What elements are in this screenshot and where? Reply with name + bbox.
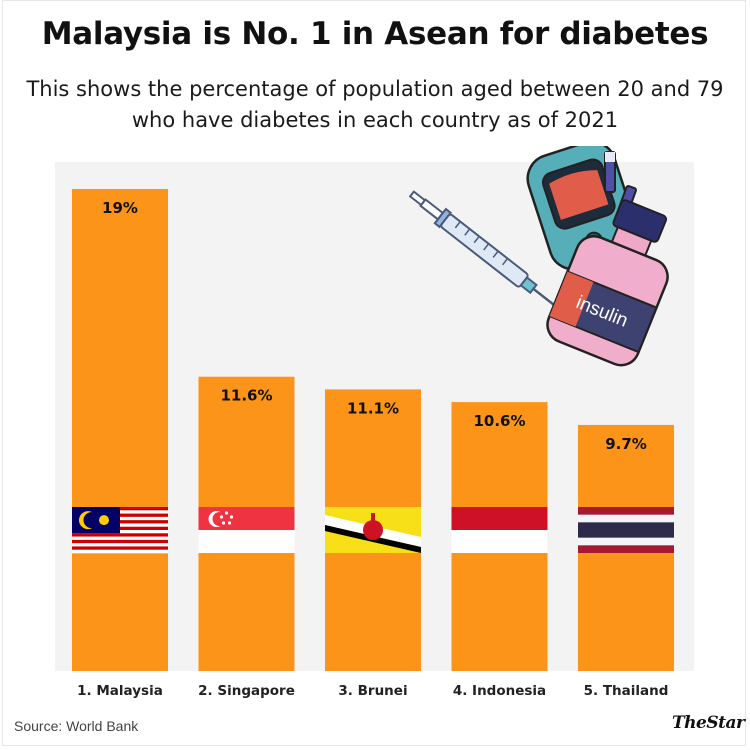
category-label: 4. Indonesia	[453, 683, 546, 699]
data-label: 9.7%	[605, 435, 647, 453]
bar	[72, 189, 168, 671]
thailand-flag	[578, 507, 674, 553]
chart-subtitle: This shows the percentage of population …	[26, 77, 724, 132]
category-label: 2. Singapore	[198, 683, 295, 699]
data-label: 19%	[102, 199, 138, 217]
indonesia-flag	[451, 507, 548, 553]
category-label: 5. Thailand	[584, 683, 669, 699]
syringe-icon	[408, 190, 560, 310]
data-label: 11.1%	[347, 399, 399, 417]
category-label: 1. Malaysia	[77, 683, 163, 699]
chart-title: Malaysia is No. 1 in Asean for diabetes	[41, 16, 709, 52]
category-label: 3. Brunei	[338, 683, 407, 699]
malaysia-flag	[72, 507, 168, 554]
source-note: Source: World Bank	[14, 718, 139, 734]
data-label: 10.6%	[473, 412, 525, 430]
brunei-flag	[325, 507, 421, 553]
diabetes-illustration: insulin	[408, 146, 669, 367]
data-label: 11.6%	[220, 387, 272, 405]
singapore-flag	[198, 507, 295, 553]
brand-logo: TheStar	[672, 713, 745, 733]
insulin-vial-icon: insulin	[546, 199, 669, 367]
